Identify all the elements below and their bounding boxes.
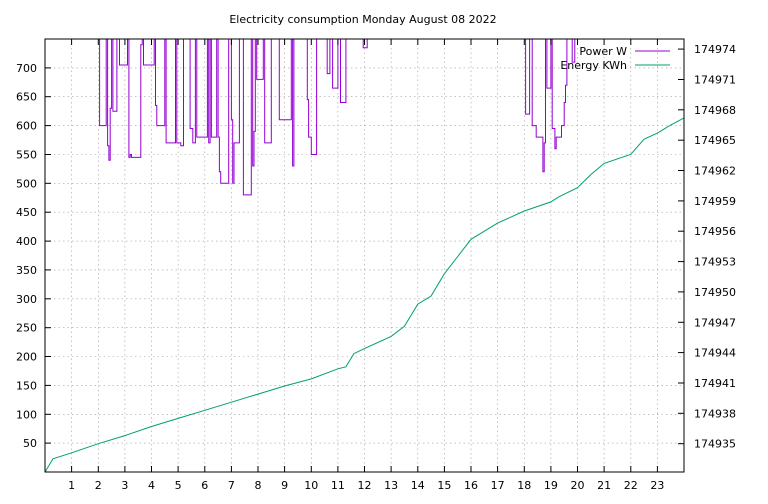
- y-tick-label: 450: [16, 206, 37, 219]
- y2-tick-label: 174959: [694, 195, 736, 208]
- y2-tick-label: 174971: [694, 74, 736, 87]
- y2-tick-label: 174941: [694, 377, 736, 390]
- x-tick-label: 11: [331, 479, 345, 492]
- y2-tick-label: 174968: [694, 104, 736, 117]
- y-tick-label: 500: [16, 177, 37, 190]
- legend-label: Power W: [579, 45, 627, 58]
- x-tick-label: 18: [517, 479, 531, 492]
- x-tick-label: 16: [464, 479, 478, 492]
- y-tick-label: 350: [16, 264, 37, 277]
- energy-series-line: [44, 117, 685, 473]
- x-tick-label: 8: [255, 479, 262, 492]
- y2-tick-label: 174953: [694, 256, 736, 269]
- x-tick-label: 1: [68, 479, 75, 492]
- x-tick-label: 19: [544, 479, 558, 492]
- y2-tick-label: 174938: [694, 407, 736, 420]
- axes: 1 2 3 4 5 6 7 8 9 10 11 12 13 14 15 16 17 18 19 20 21 22 23501…: [16, 39, 736, 492]
- y-tick-label: 150: [16, 379, 37, 392]
- y-tick-label: 600: [16, 120, 37, 133]
- y2-tick-label: 174956: [694, 225, 736, 238]
- x-tick-label: 20: [571, 479, 585, 492]
- y-tick-label: 650: [16, 91, 37, 104]
- x-tick-label: 5: [175, 479, 182, 492]
- series-layer: [44, 38, 685, 473]
- y2-tick-label: 174974: [694, 43, 736, 56]
- chart-title: Electricity consumption Monday August 08…: [229, 13, 496, 26]
- legend-label: Energy KWh: [560, 59, 627, 72]
- x-tick-label: 23: [650, 479, 664, 492]
- y2-tick-label: 174947: [694, 316, 736, 329]
- x-tick-label: 21: [597, 479, 611, 492]
- y-tick-label: 550: [16, 149, 37, 162]
- y-tick-label: 200: [16, 351, 37, 364]
- y2-tick-label: 174950: [694, 286, 736, 299]
- x-tick-label: 4: [148, 479, 155, 492]
- x-tick-label: 7: [228, 479, 235, 492]
- x-tick-label: 15: [437, 479, 451, 492]
- y2-tick-label: 174965: [694, 134, 736, 147]
- x-tick-label: 6: [201, 479, 208, 492]
- x-tick-label: 17: [491, 479, 505, 492]
- power-series-line: [98, 38, 578, 196]
- x-tick-label: 12: [358, 479, 372, 492]
- x-tick-label: 14: [411, 479, 425, 492]
- y-tick-label: 400: [16, 235, 37, 248]
- y-tick-label: 100: [16, 408, 37, 421]
- x-tick-label: 3: [121, 479, 128, 492]
- y-tick-label: 250: [16, 322, 37, 335]
- x-tick-label: 9: [281, 479, 288, 492]
- y2-tick-label: 174935: [694, 438, 736, 451]
- x-tick-label: 13: [384, 479, 398, 492]
- x-tick-label: 22: [624, 479, 638, 492]
- grid: [45, 39, 684, 472]
- x-tick-label: 10: [304, 479, 318, 492]
- y-tick-label: 700: [16, 62, 37, 75]
- y-tick-label: 50: [23, 437, 37, 450]
- y2-tick-label: 174944: [694, 347, 736, 360]
- x-tick-label: 2: [95, 479, 102, 492]
- y2-tick-label: 174962: [694, 165, 736, 178]
- y-tick-label: 300: [16, 293, 37, 306]
